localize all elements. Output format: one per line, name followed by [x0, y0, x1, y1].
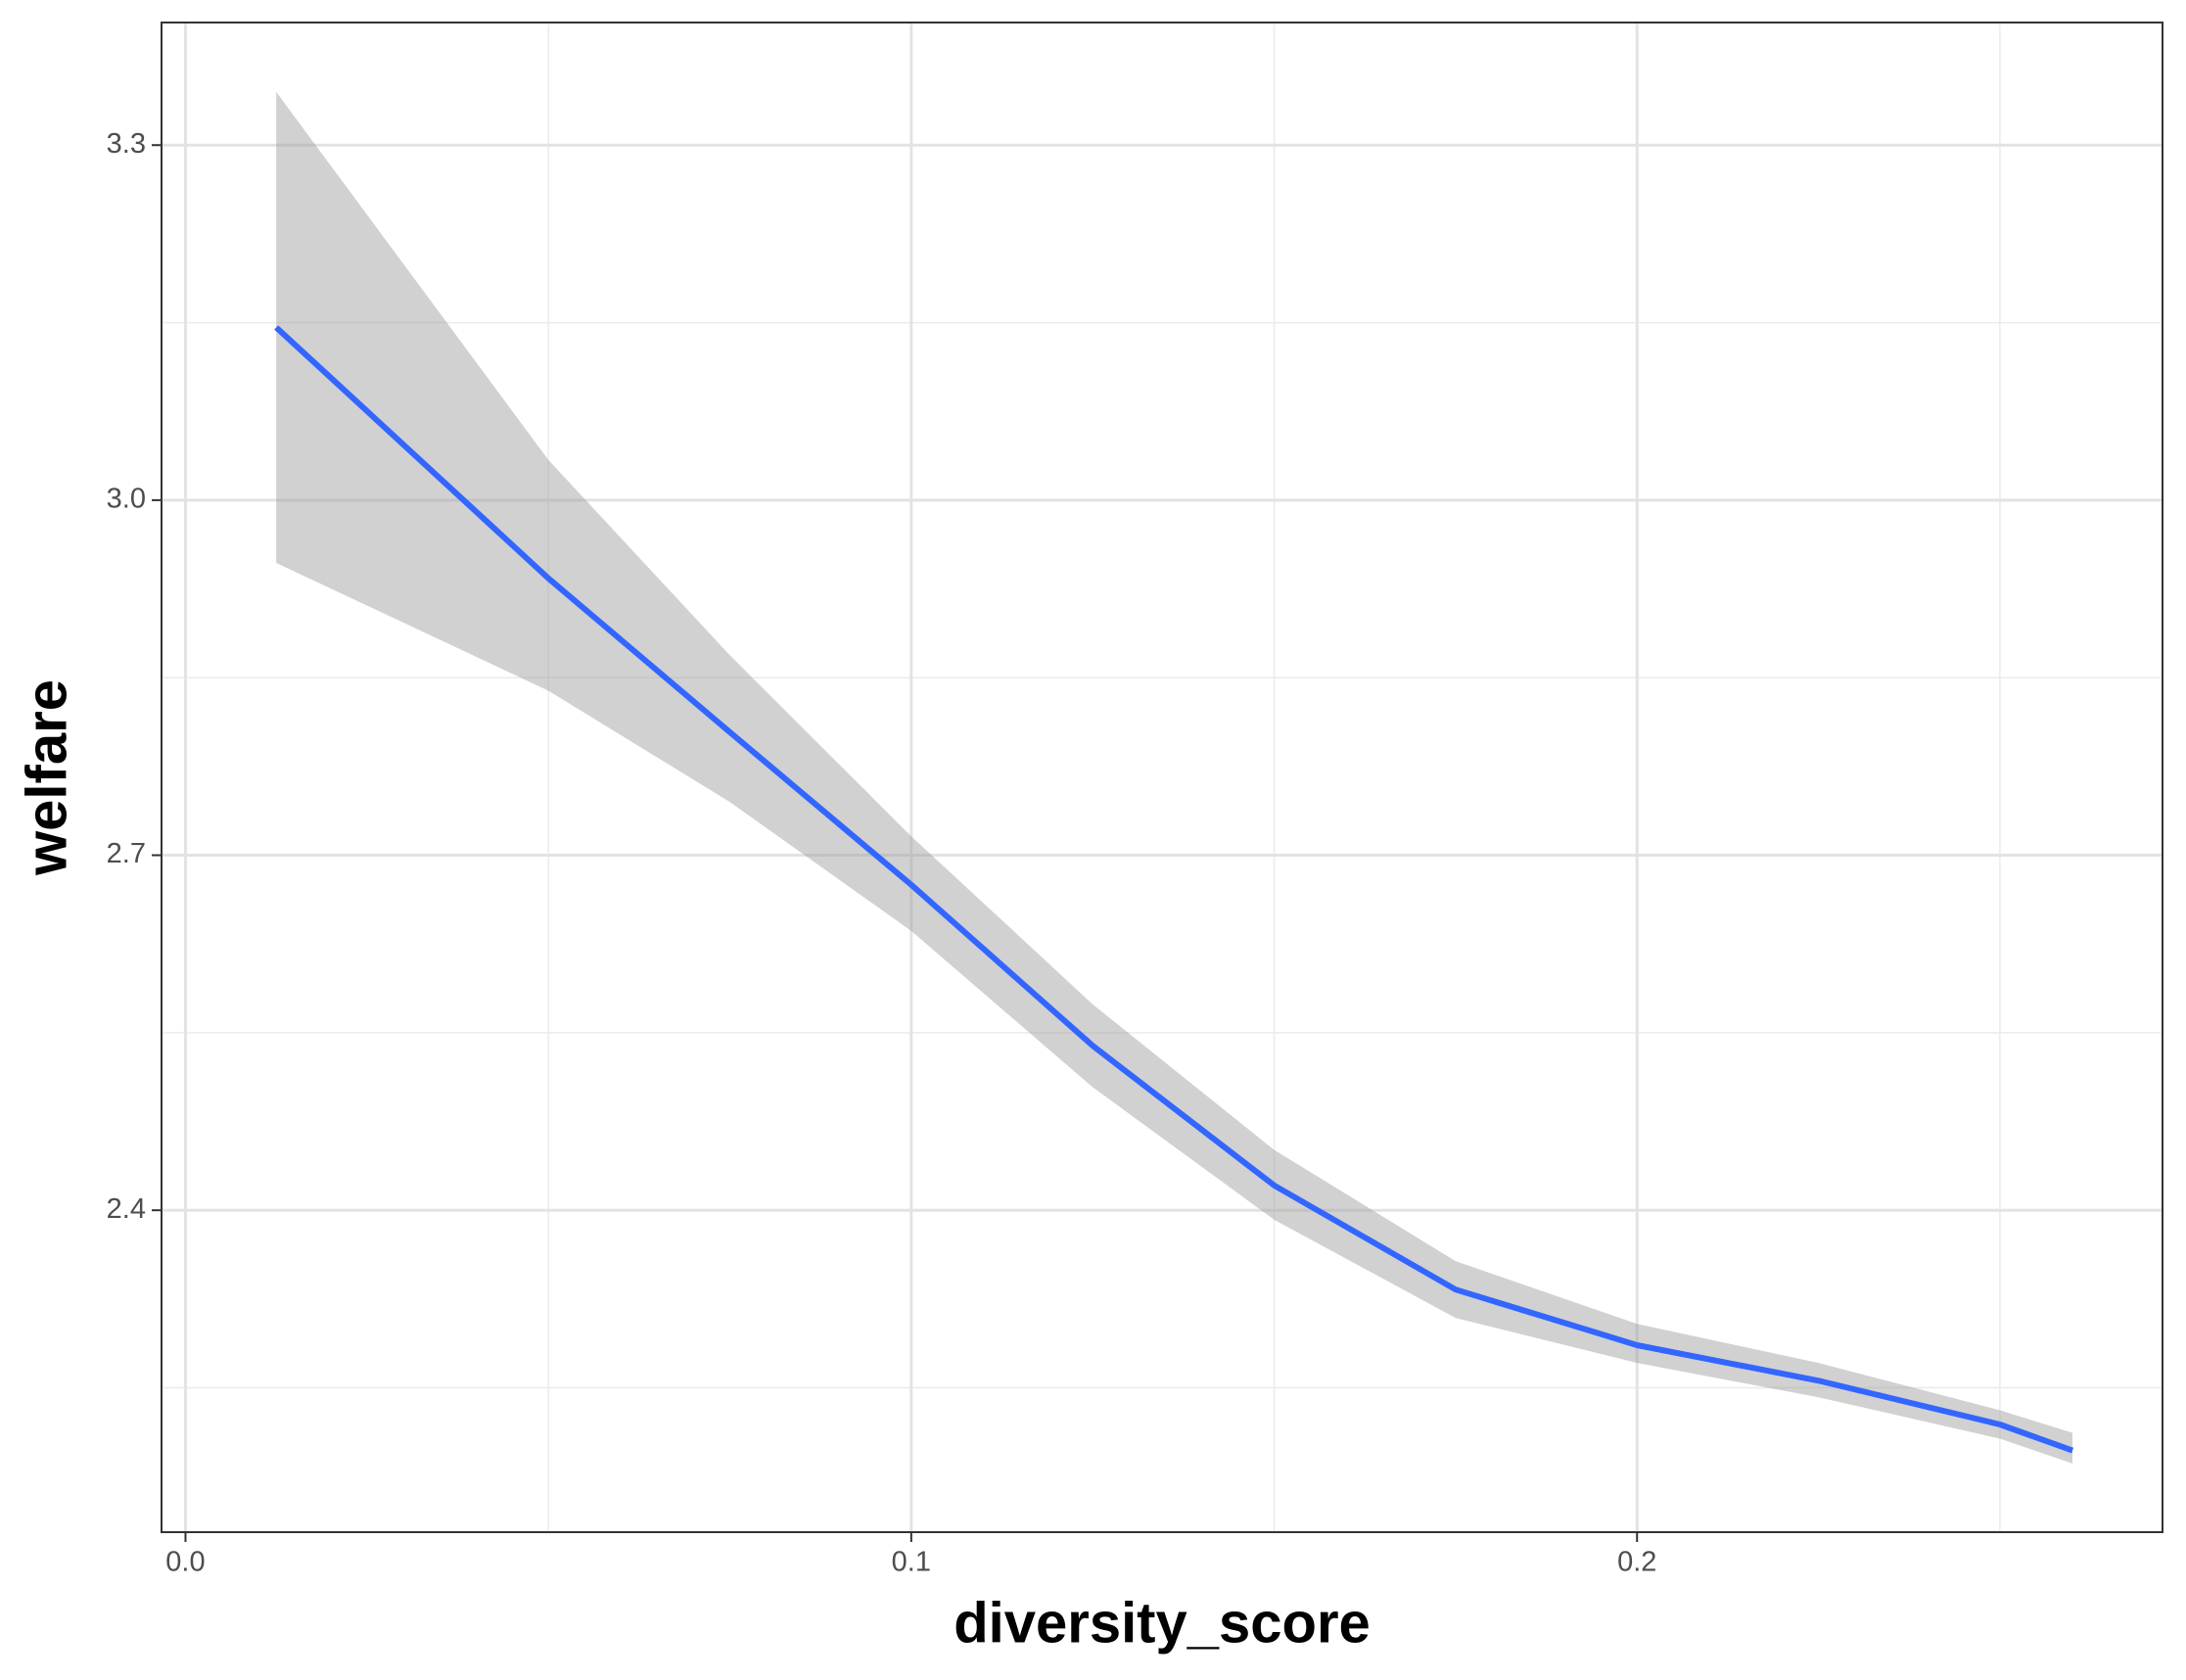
y-tick-label: 3.3: [107, 128, 146, 160]
x-axis-title: diversity_score: [953, 1591, 1371, 1655]
x-tick-label: 0.0: [165, 1547, 205, 1578]
x-tick-label: 0.1: [892, 1547, 931, 1578]
confidence-band: [276, 91, 2073, 1464]
y-axis-title: welfare: [15, 679, 78, 876]
y-tick-label: 2.4: [107, 1193, 146, 1225]
x-tick-label: 0.2: [1617, 1547, 1656, 1578]
y-tick-label: 2.7: [107, 838, 146, 869]
y-tick-label: 3.0: [107, 484, 146, 515]
panel-border: [161, 22, 2163, 1533]
smooth-line: [274, 325, 2074, 1454]
